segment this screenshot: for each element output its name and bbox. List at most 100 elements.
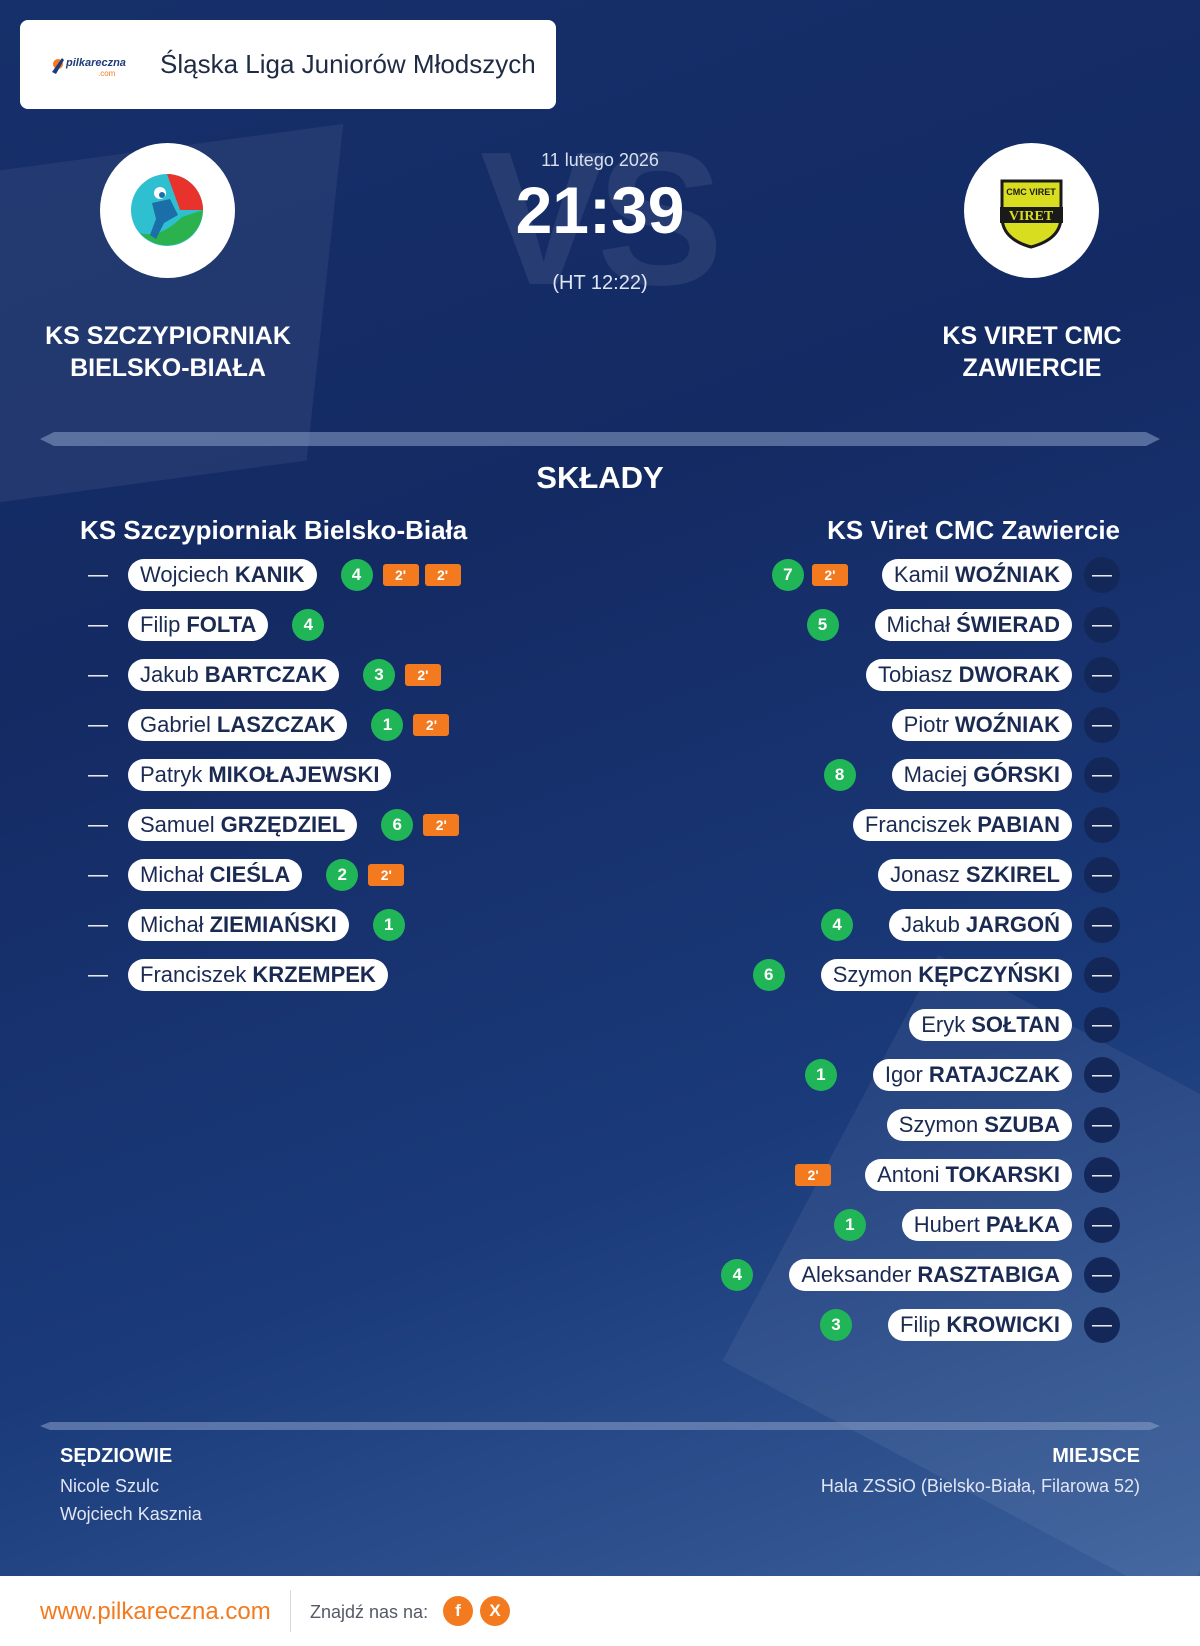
footer: www.pilkareczna.com Znajdź nas na: f X xyxy=(0,1576,1200,1646)
player-status-dash: — xyxy=(1084,707,1120,743)
home-team-name: KS SZCZYPIORNIAK BIELSKO-BIAŁA xyxy=(45,322,291,382)
player-name-pill[interactable]: Franciszek PABIAN xyxy=(852,809,1072,841)
player-first-name: Hubert xyxy=(913,1212,980,1237)
home-team-crest xyxy=(100,143,235,278)
player-name-pill[interactable]: Gabriel LASZCZAK xyxy=(128,709,348,741)
player-stats: 8 xyxy=(823,759,864,791)
player-last-name: FOLTA xyxy=(186,612,257,637)
player-name-pill[interactable]: Tobiasz DWORAK xyxy=(865,659,1072,691)
player-name-pill[interactable]: Filip FOLTA xyxy=(128,609,269,641)
player-last-name: ZIEMIAŃSKI xyxy=(209,912,337,937)
player-stats: 3 2' xyxy=(339,659,441,691)
player-name-pill[interactable]: Patryk MIKOŁAJEWSKI xyxy=(128,759,392,791)
player-name-pill[interactable]: Jakub JARGOŃ xyxy=(889,909,1072,941)
player-name-pill[interactable]: Szymon KĘPCZYŃSKI xyxy=(820,959,1072,991)
player-status-dash: — xyxy=(1084,1107,1120,1143)
website-link[interactable]: www.pilkareczna.com xyxy=(40,1598,271,1625)
player-name-pill[interactable]: Jonasz SZKIREL xyxy=(878,859,1072,891)
suspension-badge: 2' xyxy=(404,664,441,686)
player-first-name: Maciej xyxy=(903,762,968,787)
goals-badge: 1 xyxy=(371,709,404,741)
league-title: Śląska Liga Juniorów Młodszych xyxy=(160,49,536,79)
vs-watermark: VS xyxy=(480,113,723,325)
handball-player-icon xyxy=(131,174,203,246)
pilkareczna-logo[interactable]: pilkareczna .com xyxy=(50,52,150,78)
goals-badge: 4 xyxy=(292,609,325,641)
player-status-dash: — xyxy=(1084,957,1120,993)
player-name-pill[interactable]: Hubert PAŁKA xyxy=(901,1209,1072,1241)
player-name-pill[interactable]: Franciszek KRZEMPEK xyxy=(128,959,388,991)
player-last-name: WOŹNIAK xyxy=(954,712,1060,737)
svg-text:CMC VIRET: CMC VIRET xyxy=(1006,187,1056,197)
player-name-pill[interactable]: Michał ZIEMIAŃSKI xyxy=(128,909,349,941)
player-name-pill[interactable]: Szymon SZUBA xyxy=(886,1109,1072,1141)
svg-text:VIRET: VIRET xyxy=(1009,209,1054,224)
home-player-row: — Patryk MIKOŁAJEWSKI xyxy=(80,758,392,792)
home-player-row: — Gabriel LASZCZAK 1 2' xyxy=(80,708,450,742)
league-header: pilkareczna .com Śląska Liga Juniorów Mł… xyxy=(20,20,556,109)
player-name-pill[interactable]: Jakub BARTCZAK xyxy=(128,659,339,691)
player-last-name: PABIAN xyxy=(977,812,1060,837)
player-stats: 1 xyxy=(804,1059,845,1091)
player-status-dash: — xyxy=(1084,1157,1120,1193)
player-last-name: SZUBA xyxy=(984,1112,1060,1137)
find-us-label: Znajdź nas na: xyxy=(310,1602,429,1622)
player-stats: 6 2' xyxy=(357,809,460,841)
player-first-name: Michał xyxy=(140,862,204,887)
goals-badge: 8 xyxy=(823,759,856,791)
player-name-pill[interactable]: Samuel GRZĘDZIEL xyxy=(128,809,358,841)
away-lineup-title: KS Viret CMC Zawiercie xyxy=(827,515,1120,545)
player-name-pill[interactable]: Eryk SOŁTAN xyxy=(909,1009,1072,1041)
player-last-name: LASZCZAK xyxy=(216,712,336,737)
away-player-row: Eryk SOŁTAN — xyxy=(909,1007,1120,1043)
halftime-score: (HT 12:22) xyxy=(552,272,648,294)
away-team-crest: CMC VIRET VIRET xyxy=(964,143,1099,278)
player-first-name: Gabriel xyxy=(140,712,211,737)
player-status-dash: — xyxy=(88,713,108,736)
goals-badge: 6 xyxy=(752,959,785,991)
player-status-dash: — xyxy=(1084,807,1120,843)
section-divider xyxy=(40,1422,1160,1430)
viret-shield-icon: CMC VIRET VIRET xyxy=(1000,179,1063,249)
player-stats: 5 xyxy=(806,609,847,641)
player-name-pill[interactable]: Igor RATAJCZAK xyxy=(872,1059,1072,1091)
player-status-dash: — xyxy=(1084,1207,1120,1243)
player-last-name: PAŁKA xyxy=(985,1212,1060,1237)
player-last-name: DWORAK xyxy=(958,662,1060,687)
player-name-pill[interactable]: Piotr WOŹNIAK xyxy=(891,709,1072,741)
goals-badge: 5 xyxy=(806,609,839,641)
away-player-row: Franciszek PABIAN — xyxy=(852,807,1120,843)
player-last-name: GÓRSKI xyxy=(973,762,1060,787)
player-first-name: Franciszek xyxy=(864,812,972,837)
facebook-icon[interactable]: f xyxy=(443,1596,473,1626)
player-name-pill[interactable]: Filip KROWICKI xyxy=(888,1309,1072,1341)
away-player-row: Jonasz SZKIREL — xyxy=(878,857,1120,893)
player-name-pill[interactable]: Wojciech KANIK xyxy=(128,559,317,591)
player-first-name: Tobiasz xyxy=(877,662,953,687)
player-name-pill[interactable]: Michał ŚWIERAD xyxy=(874,609,1072,641)
player-status-dash: — xyxy=(1084,757,1120,793)
player-last-name: MIKOŁAJEWSKI xyxy=(208,762,380,787)
player-last-name: RASZTABIGA xyxy=(917,1262,1060,1287)
svg-text:pilkareczna: pilkareczna xyxy=(65,57,126,69)
away-player-row: 8 Maciej GÓRSKI — xyxy=(823,757,1120,793)
footer-separator xyxy=(290,1590,291,1632)
player-first-name: Kamil xyxy=(893,562,949,587)
player-name-pill[interactable]: Maciej GÓRSKI xyxy=(891,759,1072,791)
player-first-name: Franciszek xyxy=(140,962,247,987)
goals-badge: 4 xyxy=(721,1259,754,1291)
suspension-badge: 2' xyxy=(413,714,450,736)
x-icon[interactable]: X xyxy=(480,1596,510,1626)
player-first-name: Patryk xyxy=(140,762,203,787)
player-first-name: Michał xyxy=(886,612,951,637)
player-name-pill[interactable]: Michał CIEŚLA xyxy=(128,859,303,891)
player-first-name: Filip xyxy=(900,1312,941,1337)
suspension-badge: 2' xyxy=(382,564,419,586)
player-first-name: Igor xyxy=(884,1062,923,1087)
home-player-row: — Jakub BARTCZAK 3 2' xyxy=(80,658,441,692)
player-name-pill[interactable]: Kamil WOŹNIAK xyxy=(881,559,1072,591)
player-name-pill[interactable]: Aleksander RASZTABIGA xyxy=(789,1259,1072,1291)
player-name-pill[interactable]: Antoni TOKARSKI xyxy=(865,1159,1072,1191)
home-player-row: — Michał CIEŚLA 2 2' xyxy=(80,858,405,892)
player-first-name: Antoni xyxy=(877,1162,940,1187)
